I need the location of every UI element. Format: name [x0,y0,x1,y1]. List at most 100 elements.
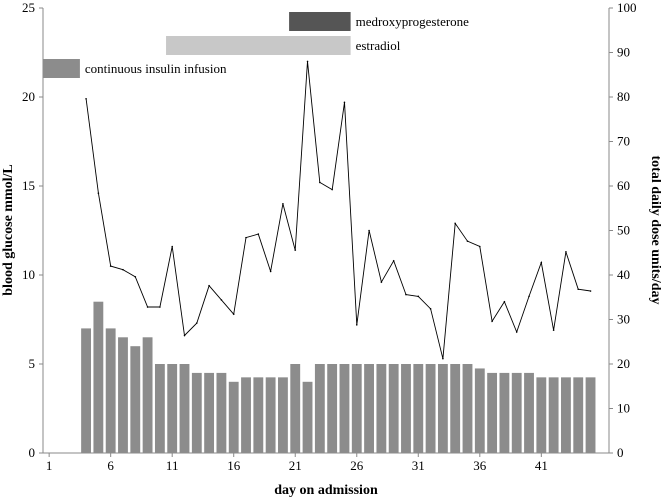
dose-bar [499,372,510,453]
dose-bar [191,372,202,453]
glucose-point [552,329,555,331]
dose-bar [265,377,276,453]
dose-bar [339,364,350,453]
glucose-point [528,295,530,298]
glucose-point [232,313,235,315]
dose-bar [93,301,104,453]
right-y-tick-label: 30 [617,312,630,327]
glucose-point [134,275,137,278]
glucose-point [196,322,198,324]
glucose-point [589,290,592,292]
dose-bar [253,377,264,453]
dose-bar [302,381,313,453]
glucose-point [515,331,518,333]
dose-bar [388,364,399,453]
glucose-point [208,284,210,287]
glucose-point [405,293,407,296]
right-y-tick-label: 100 [617,0,637,15]
glucose-point [466,240,469,242]
right-y-tick-label: 0 [617,445,624,460]
glucose-point [171,245,173,248]
dose-bar [204,372,215,453]
glucose-point [319,181,321,184]
glucose-point [183,334,186,337]
right-y-tick-label: 90 [617,45,630,60]
annotation-bar [43,59,80,78]
x-tick-label: 26 [350,458,364,473]
glucose-point [454,222,456,225]
left-y-tick-label: 20 [22,89,35,104]
glucose-point [380,281,383,283]
dose-bar [351,364,362,453]
glucose-point [122,268,124,271]
dose-bar [425,364,436,453]
glucose-point [368,229,370,232]
x-tick-label: 41 [535,458,548,473]
dose-bar [413,364,424,453]
glucose-point [269,270,272,273]
dose-bar [142,337,153,453]
x-tick-label: 31 [412,458,425,473]
right-y-tick-label: 40 [617,267,630,282]
dose-bar [462,364,473,453]
x-tick-label: 11 [166,458,179,473]
left-y-tick-label: 0 [29,445,36,460]
dose-bar [364,364,374,453]
dose-bar [573,377,584,453]
right-y-tick-label: 70 [617,134,630,149]
x-tick-label: 6 [107,458,114,473]
dose-bar [81,328,91,453]
annotation-label: medroxyprogesterone [356,14,470,29]
left-y-tick-label: 5 [29,356,36,371]
annotation-label: continuous insulin infusion [85,61,227,76]
glucose-point [109,265,112,267]
glucose-point [331,188,333,191]
dose-bar [511,372,522,453]
right-y-axis-title: total daily dose units/day [648,156,661,305]
bar-series [81,301,596,453]
dose-bar [314,364,325,453]
left-y-tick-label: 25 [22,0,35,15]
right-y-tick-label: 20 [617,356,630,371]
glucose-point [245,236,247,239]
glucose-point [220,299,223,301]
x-tick-label: 36 [473,458,487,473]
glucose-point [442,357,444,360]
dose-bar [450,364,461,453]
glucose-point [294,249,297,251]
annotation-bars: medroxyprogesterone estradiol continuous i… [43,12,469,78]
left-y-tick-label: 15 [22,178,35,193]
right-y-tick-label: 10 [617,401,630,416]
right-y-tick-label: 50 [617,223,630,238]
dose-bar [105,328,116,453]
glucose-point [417,295,420,298]
annotation-bar [289,12,351,31]
dose-bar [290,364,301,453]
dose-bar [179,364,190,453]
glucose-point [392,259,395,262]
dose-bar [548,377,559,453]
line-series [85,60,592,360]
dose-bar [118,337,128,453]
x-tick-label: 21 [289,458,302,473]
right-y-tick-label: 80 [617,89,630,104]
left-y-tick-label: 10 [22,267,35,282]
x-axis-title: day on admission [274,483,378,498]
annotation-bar [166,36,351,55]
dose-bar [487,372,498,453]
dose-bar [536,377,547,453]
annotation-label: estradiol [356,38,401,53]
right-y-tick-label: 60 [617,178,630,193]
glucose-point [540,261,543,264]
x-tick-label: 16 [227,458,241,473]
left-y-axis-title: blood glucose mmol/L [1,164,16,295]
dose-bar [278,377,288,453]
dose-bar [376,364,387,453]
dose-bar [437,364,448,453]
glucose-point [503,300,506,303]
dose-bar [524,372,534,453]
dose-bar [327,364,338,453]
glucose-point [159,306,161,308]
